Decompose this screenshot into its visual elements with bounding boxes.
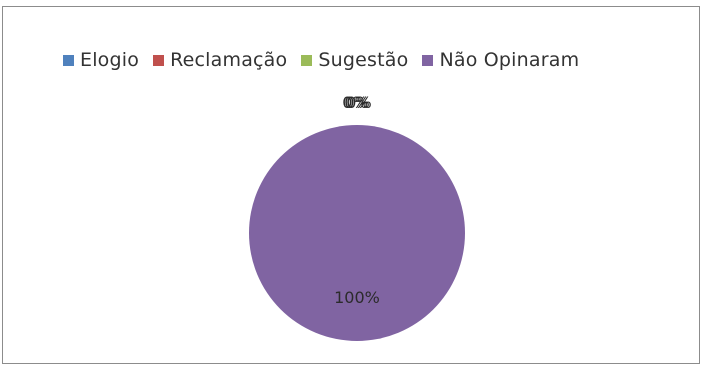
legend-swatch-elogio bbox=[63, 54, 74, 66]
data-label-nao-opinaram: 100% bbox=[334, 288, 380, 307]
legend-item-sugestao: Sugestão bbox=[301, 49, 408, 71]
data-label-elogio: 0% bbox=[342, 93, 367, 112]
data-label-sugestao: 0% bbox=[346, 93, 371, 112]
legend-label-sugestao: Sugestão bbox=[318, 49, 409, 71]
legend-swatch-nao-opinaram bbox=[422, 54, 434, 66]
legend-swatch-reclamacao bbox=[153, 54, 165, 66]
legend-swatch-sugestao bbox=[301, 54, 313, 66]
legend: Elogio Reclamação Sugestão Não Opinaram bbox=[63, 43, 593, 77]
legend-item-nao-opinaram: Não Opinaram bbox=[422, 49, 579, 71]
legend-label-nao-opinaram: Não Opinaram bbox=[439, 49, 580, 71]
legend-label-reclamacao: Reclamação bbox=[170, 49, 288, 71]
data-label-reclamacao: 0% bbox=[344, 93, 369, 112]
legend-item-reclamacao: Reclamação bbox=[153, 49, 287, 71]
pie-slice-nao-opinaram bbox=[249, 125, 465, 341]
legend-label-elogio: Elogio bbox=[80, 49, 140, 71]
legend-item-elogio: Elogio bbox=[63, 49, 139, 71]
